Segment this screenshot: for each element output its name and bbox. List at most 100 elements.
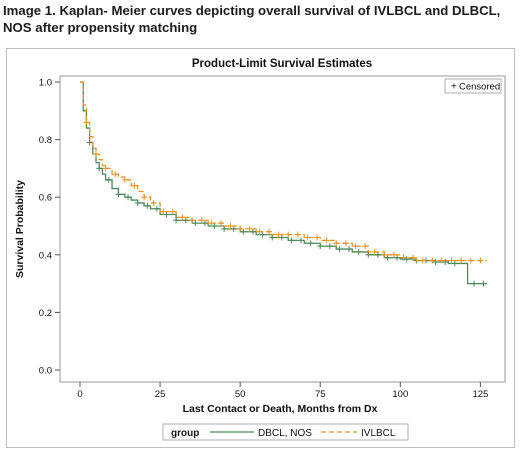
- censor-mark-ivlbcl: [419, 257, 426, 264]
- censor-mark-dbcl: [269, 234, 276, 241]
- censor-mark-ivlbcl: [400, 254, 407, 261]
- censor-mark-dbcl: [384, 254, 391, 261]
- figure-caption: Image 1. Kaplan- Meier curves depicting …: [3, 3, 501, 35]
- censor-mark-ivlbcl: [438, 257, 445, 264]
- censor-mark-dbcl: [115, 191, 122, 198]
- censor-mark-dbcl: [259, 231, 266, 238]
- censor-mark-dbcl: [240, 228, 247, 235]
- legend-label-dbcl: DBCL, NOS: [258, 428, 312, 439]
- censor-mark-dbcl: [105, 176, 112, 183]
- censor-mark-ivlbcl: [448, 257, 455, 264]
- censor-mark-ivlbcl: [323, 237, 330, 244]
- censor-mark-dbcl: [326, 243, 333, 250]
- y-tick-label: 0.2: [39, 308, 52, 319]
- series-dbcl: [80, 81, 487, 287]
- censor-mark-ivlbcl: [131, 182, 138, 189]
- censor-mark-ivlbcl: [467, 257, 474, 264]
- chart-title: Product-Limit Survival Estimates: [192, 58, 372, 70]
- censor-mark-dbcl: [163, 211, 170, 218]
- censor-mark-dbcl: [288, 237, 295, 244]
- group-legend-title: group: [171, 428, 199, 439]
- censored-legend-box: [444, 78, 502, 94]
- group-legend-box: [162, 423, 409, 441]
- series-layer: [80, 81, 487, 287]
- x-tick-label: 50: [235, 389, 246, 400]
- censor-mark-ivlbcl: [410, 254, 417, 261]
- x-tick-label: 75: [315, 389, 326, 400]
- censor-mark-dbcl: [374, 251, 381, 258]
- censor-mark-ivlbcl: [169, 208, 176, 215]
- censor-mark-ivlbcl: [314, 234, 321, 241]
- censor-mark-ivlbcl: [285, 231, 292, 238]
- censor-mark-dbcl: [336, 246, 343, 253]
- censor-mark-ivlbcl: [150, 199, 157, 206]
- censor-mark-ivlbcl: [121, 176, 128, 183]
- censor-mark-dbcl: [442, 259, 449, 265]
- censor-mark-ivlbcl: [83, 119, 90, 126]
- survival-curve-dbcl: [80, 81, 487, 285]
- censor-mark-ivlbcl: [198, 217, 205, 224]
- censor-mark-dbcl: [470, 280, 477, 287]
- censor-mark-dbcl: [355, 248, 362, 255]
- censor-mark-ivlbcl: [458, 257, 465, 264]
- censor-mark-dbcl: [451, 260, 458, 267]
- censor-mark-ivlbcl: [189, 217, 196, 224]
- censor-mark-dbcl: [365, 251, 372, 258]
- x-tick-label: 0: [77, 389, 82, 400]
- censor-mark-ivlbcl: [179, 214, 186, 221]
- y-axis-label: Survival Probability: [14, 180, 26, 278]
- censor-mark-dbcl: [201, 220, 208, 227]
- x-tick-label: 125: [472, 389, 488, 400]
- censor-mark-ivlbcl: [141, 194, 148, 201]
- series-ivlbcl: [80, 81, 487, 264]
- censor-mark-dbcl: [298, 237, 305, 244]
- censor-mark-dbcl: [153, 205, 160, 212]
- y-tick-label: 0.0: [39, 366, 52, 377]
- censor-mark-ivlbcl: [227, 223, 234, 229]
- censor-mark-dbcl: [221, 225, 228, 232]
- censor-mark-ivlbcl: [93, 151, 100, 157]
- censor-mark-ivlbcl: [237, 225, 244, 232]
- censor-mark-dbcl: [96, 165, 103, 172]
- censor-mark-ivlbcl: [381, 251, 388, 258]
- censor-mark-dbcl: [278, 234, 285, 241]
- x-axis: 0 25 50 75 100 125: [77, 382, 488, 400]
- censor-mark-dbcl: [192, 220, 199, 227]
- censor-mark-ivlbcl: [102, 165, 109, 172]
- censor-mark-ivlbcl: [390, 251, 397, 258]
- censor-mark-ivlbcl: [246, 225, 253, 232]
- censor-mark-ivlbcl: [362, 243, 369, 250]
- censor-mark-ivlbcl: [304, 234, 311, 241]
- censor-mark-ivlbcl: [217, 220, 224, 227]
- censor-mark-dbcl: [394, 254, 401, 261]
- y-axis: 0.0 0.2 0.4 0.6 0.8 1.0: [39, 78, 60, 377]
- censor-mark-ivlbcl: [429, 257, 436, 264]
- censor-mark-ivlbcl: [275, 231, 282, 238]
- x-axis-label: Last Contact or Death, Months from Dx: [183, 403, 378, 415]
- y-tick-label: 1.0: [39, 78, 52, 89]
- plot-area: [59, 75, 506, 383]
- censor-mark-dbcl: [211, 223, 218, 229]
- censor-mark-dbcl: [249, 228, 256, 235]
- censor-mark-dbcl: [86, 139, 93, 146]
- censor-mark-ivlbcl: [342, 240, 349, 247]
- survival-curve-ivlbcl: [80, 81, 487, 262]
- y-tick-label: 0.4: [39, 250, 52, 261]
- censor-mark-dbcl: [432, 259, 439, 265]
- y-tick-label: 0.8: [39, 135, 52, 146]
- censor-mark-ivlbcl: [333, 240, 340, 247]
- censor-mark-ivlbcl: [265, 228, 272, 235]
- censor-mark-ivlbcl: [352, 243, 359, 250]
- censor-mark-dbcl: [403, 256, 410, 263]
- censored-legend-label: Censored: [459, 82, 500, 93]
- censor-mark-dbcl: [134, 199, 141, 206]
- censor-mark-ivlbcl: [160, 208, 167, 215]
- censor-mark-dbcl: [317, 243, 324, 250]
- censor-mark-ivlbcl: [208, 220, 215, 227]
- censor-mark-ivlbcl: [371, 248, 378, 255]
- censored-legend: + Censored: [444, 78, 502, 94]
- group-legend: group DBCL, NOS IVLBCL: [162, 423, 409, 441]
- censored-legend-marker: +: [451, 82, 457, 93]
- censor-mark-dbcl: [182, 217, 189, 224]
